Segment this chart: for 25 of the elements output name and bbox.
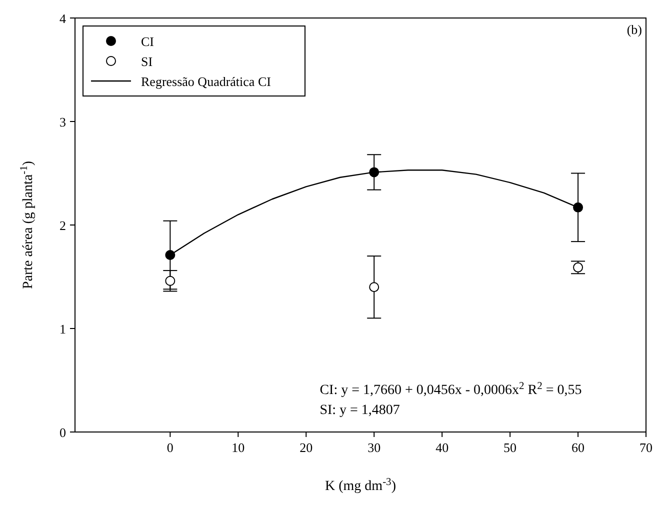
legend-label: Regressão Quadrática CI bbox=[141, 74, 271, 89]
annotation: CI: y = 1,7660 + 0,0456x - 0,0006x$^{2}$ R$^{2}$ = 0,55 bbox=[320, 380, 582, 398]
y-tick-label: 3 bbox=[60, 114, 66, 130]
x-tick-label: 0 bbox=[166, 440, 174, 455]
annotation: (b) bbox=[626, 22, 642, 37]
x-tick-label: 30 bbox=[368, 440, 381, 455]
x-axis-title: K (mg dm$^{-3}$) bbox=[325, 476, 396, 494]
x-tick-label: 20 bbox=[300, 440, 313, 455]
point bbox=[165, 250, 176, 260]
annotation: SI: y = 1,4807 bbox=[320, 403, 400, 418]
point bbox=[573, 202, 584, 212]
point bbox=[573, 262, 584, 272]
x-tick-label: 60 bbox=[572, 440, 585, 455]
y-tick-label: 4 bbox=[60, 11, 66, 26]
legend-label: SI bbox=[141, 54, 153, 69]
y-tick-label: 0 bbox=[60, 425, 66, 440]
x-tick-label: 10 bbox=[232, 440, 245, 455]
y-tick-label: 1 bbox=[60, 322, 66, 336]
x-tick-label: 40 bbox=[436, 440, 449, 455]
legend-label: CI bbox=[141, 34, 154, 49]
point bbox=[165, 276, 176, 286]
x-tick-label: 50 bbox=[504, 440, 517, 455]
x-tick-label: 70 bbox=[640, 440, 652, 455]
y-tick-label: 2 bbox=[60, 218, 66, 233]
point bbox=[369, 282, 380, 292]
